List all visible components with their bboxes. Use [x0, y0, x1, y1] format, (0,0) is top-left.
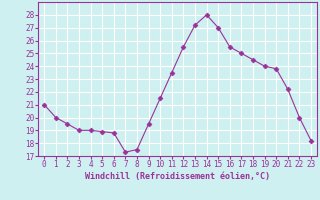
X-axis label: Windchill (Refroidissement éolien,°C): Windchill (Refroidissement éolien,°C) — [85, 172, 270, 181]
